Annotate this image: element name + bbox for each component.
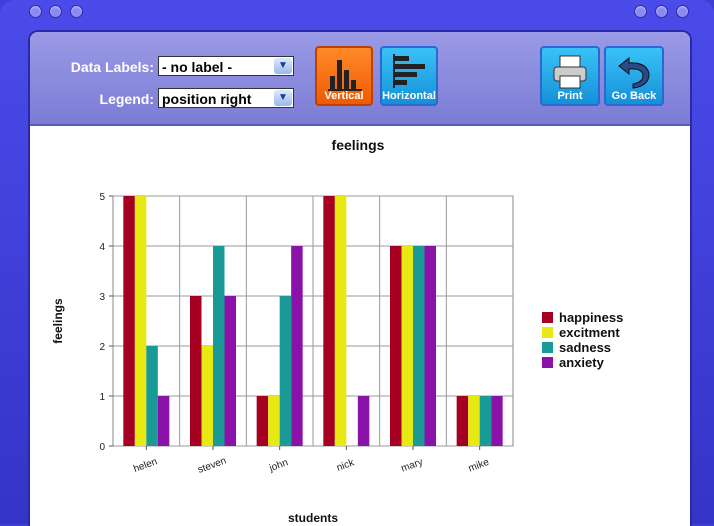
y-tick-label: 2 xyxy=(99,342,105,353)
bar-anxiety xyxy=(224,296,236,446)
legend-swatch-anxiety xyxy=(542,357,553,368)
window-dot xyxy=(49,5,62,18)
bar-excitment xyxy=(334,196,347,446)
bar-sadness xyxy=(479,396,492,446)
bar-chart: feelings 0 1 2 3 4 5 helen steven john nick mary mik… xyxy=(51,137,623,525)
content-panel: Data Labels: - no label - ▼ Legend: posi… xyxy=(28,30,692,526)
bar-excitment xyxy=(201,346,213,446)
window-dot xyxy=(634,5,647,18)
legend-label-happiness: happiness xyxy=(559,310,623,325)
data-labels-select[interactable]: - no label - ▼ xyxy=(158,56,294,76)
chart-title: feelings xyxy=(332,137,385,153)
legend-label-anxiety: anxiety xyxy=(559,355,605,370)
legend-label-excitment: excitment xyxy=(559,325,620,340)
y-tick-label: 4 xyxy=(99,242,105,253)
go-back-label: Go Back xyxy=(611,90,657,102)
legend-label-sadness: sadness xyxy=(559,340,611,355)
window-dot xyxy=(655,5,668,18)
legend-swatch-happiness xyxy=(542,312,553,323)
bar-sadness xyxy=(213,246,225,446)
chart-area: feelings 0 1 2 3 4 5 helen steven john nick mary mik… xyxy=(30,126,690,526)
x-axis-label: students xyxy=(288,511,338,525)
x-tick-label: mary xyxy=(400,457,425,475)
window-dot xyxy=(70,5,83,18)
y-tick-label: 0 xyxy=(99,442,105,453)
vertical-label: Vertical xyxy=(324,90,364,102)
print-label: Print xyxy=(557,90,583,102)
bar-anxiety xyxy=(157,396,170,446)
x-tick-label: mike xyxy=(467,457,491,475)
printer-icon xyxy=(553,55,587,89)
bar-excitment xyxy=(268,396,280,446)
bar-happiness xyxy=(456,396,469,446)
vertical-button[interactable]: Vertical xyxy=(315,46,373,106)
horizontal-label: Horizontal xyxy=(382,90,436,102)
bar-anxiety xyxy=(291,246,303,446)
vertical-bars-icon xyxy=(328,60,362,91)
bar-anxiety xyxy=(491,396,503,446)
x-tick-label: john xyxy=(267,457,289,474)
x-tick-label: nick xyxy=(335,457,356,474)
horizontal-button[interactable]: Horizontal xyxy=(380,46,438,106)
chevron-down-icon: ▼ xyxy=(274,90,292,106)
toolbar: Data Labels: - no label - ▼ Legend: posi… xyxy=(30,32,690,126)
go-back-button[interactable]: Go Back xyxy=(604,46,664,106)
bar-anxiety xyxy=(357,396,370,446)
y-axis-label: feelings xyxy=(51,298,65,344)
bar-excitment xyxy=(134,196,147,446)
bar-happiness xyxy=(256,396,269,446)
data-labels-value: - no label - xyxy=(162,59,232,75)
y-tick-label: 5 xyxy=(99,192,105,203)
bar-sadness xyxy=(146,346,158,446)
window-dot xyxy=(676,5,689,18)
print-button[interactable]: Print xyxy=(540,46,600,106)
bar-happiness xyxy=(123,196,135,446)
undo-arrow-icon xyxy=(618,56,650,89)
bar-sadness xyxy=(413,246,425,446)
horizontal-bars-icon xyxy=(393,54,425,88)
bar-anxiety xyxy=(424,246,436,446)
chevron-down-icon: ▼ xyxy=(274,58,292,74)
bar-sadness xyxy=(279,296,292,446)
bar-happiness xyxy=(190,296,202,446)
legend-label: Legend: xyxy=(99,91,154,107)
legend-value: position right xyxy=(162,91,252,107)
legend-select[interactable]: position right ▼ xyxy=(158,88,294,108)
bar-happiness xyxy=(390,246,402,446)
bar-happiness xyxy=(323,196,335,446)
bar-excitment xyxy=(401,246,413,446)
x-tick-label: helen xyxy=(132,456,159,475)
bar-excitment xyxy=(468,396,480,446)
window-dot xyxy=(29,5,42,18)
legend-swatch-excitment xyxy=(542,327,553,338)
x-tick-label: steven xyxy=(196,455,227,475)
y-tick-label: 1 xyxy=(99,392,105,403)
legend-swatch-sadness xyxy=(542,342,553,353)
data-labels-label: Data Labels: xyxy=(70,59,154,75)
y-tick-label: 3 xyxy=(99,292,105,303)
